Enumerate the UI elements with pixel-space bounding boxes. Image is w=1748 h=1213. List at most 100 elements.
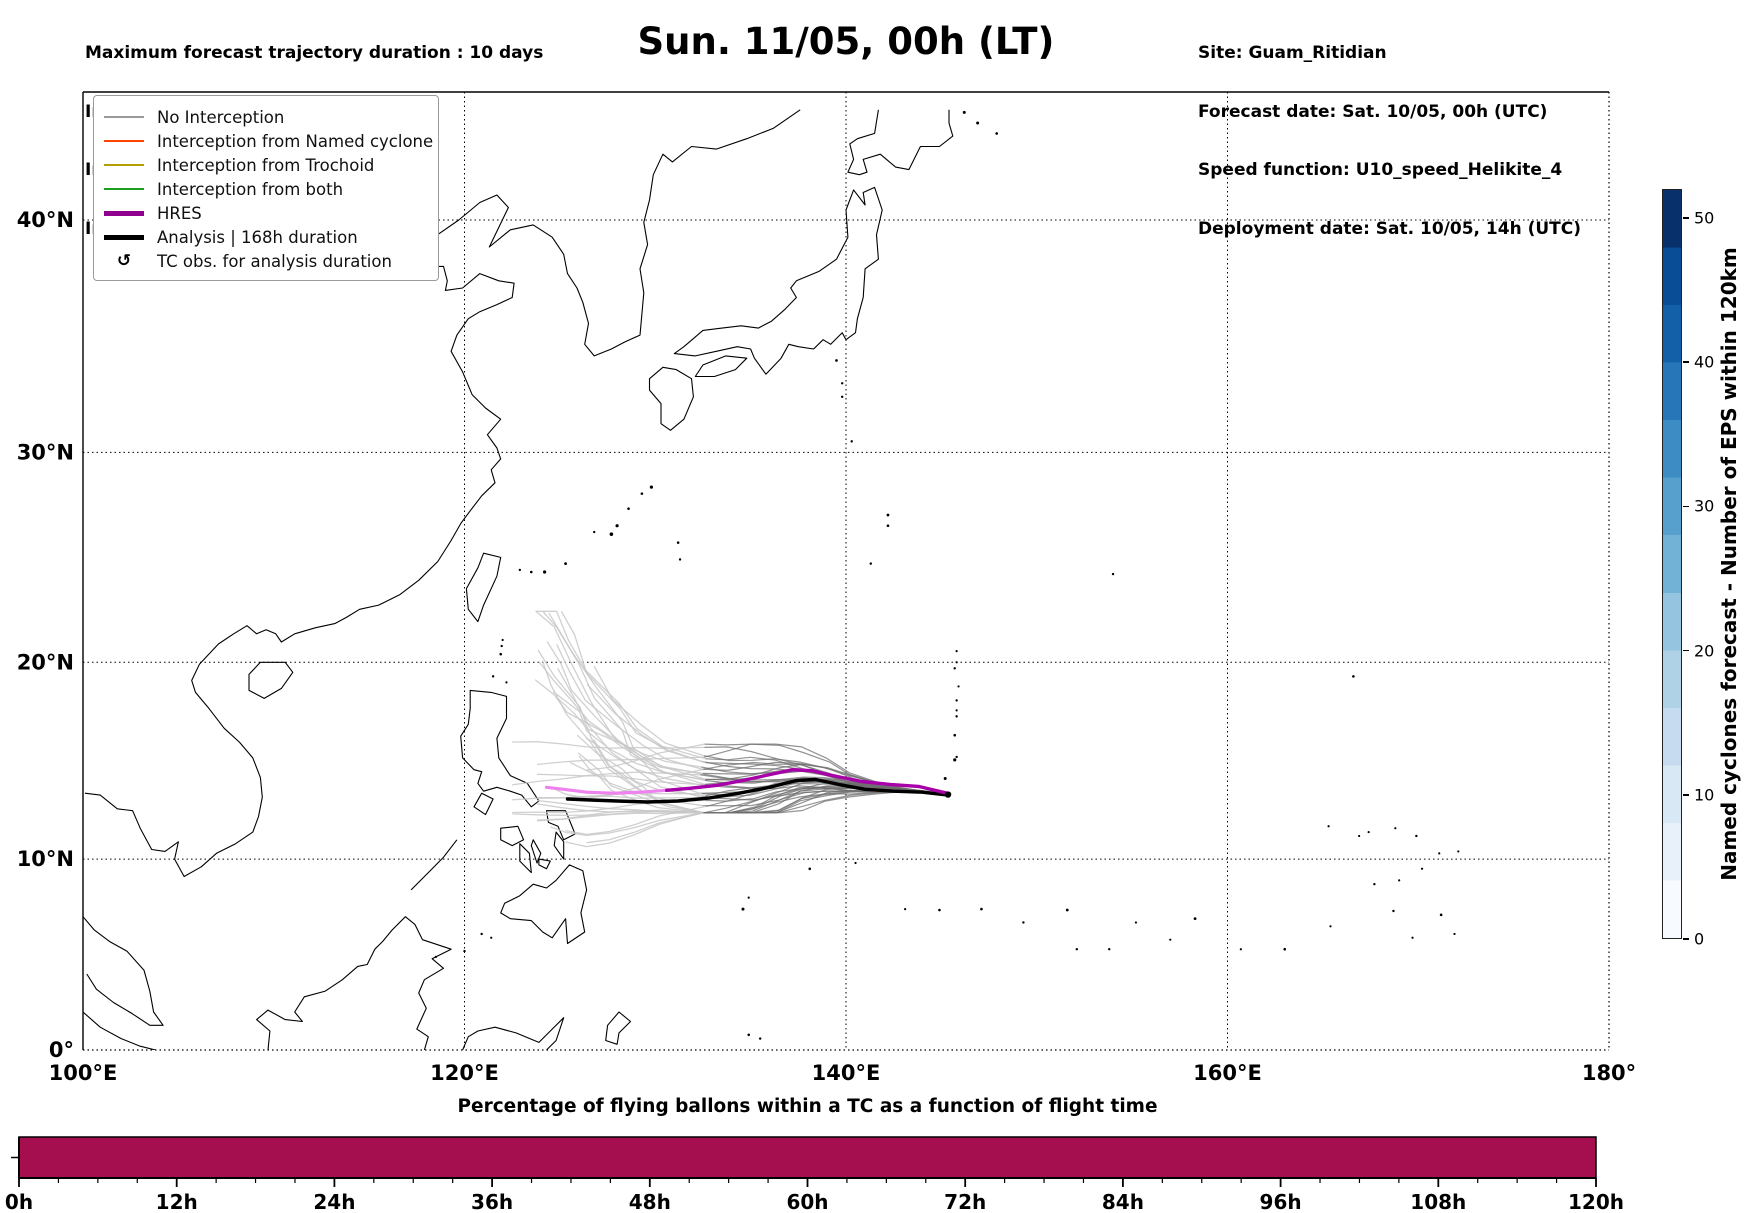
island-dot	[1134, 921, 1138, 924]
island-dot	[627, 507, 630, 510]
colorbar-tick	[1683, 938, 1689, 940]
island-dot	[953, 667, 956, 670]
coastline	[847, 109, 954, 176]
island-dot	[1439, 913, 1443, 917]
island-dot	[758, 1037, 762, 1040]
legend-label: No Interception	[157, 107, 285, 127]
colorbar-tick-label: 30	[1694, 496, 1715, 516]
island-dot	[976, 121, 980, 125]
y-axis-tick-label: 10°N	[17, 847, 74, 871]
coastline-island	[605, 1011, 632, 1045]
x-axis-tick-label: 100°E	[49, 1061, 118, 1085]
island-dot	[1283, 947, 1287, 951]
island-dot	[1367, 830, 1370, 834]
ensemble-track-west	[565, 812, 702, 848]
island-dot	[886, 524, 890, 527]
island-dot	[463, 949, 466, 953]
percentage-bar	[18, 1136, 1597, 1179]
trajectory-map: 100°E 120°E 140°E 160°E 180° 0° 10°N 20°N 30°N 40…	[17, 91, 1636, 1085]
bottom-tick-label: 24h	[313, 1190, 355, 1213]
island-dot	[955, 650, 958, 653]
coastline-island	[473, 792, 494, 816]
ensemble-track-west	[557, 697, 702, 768]
bottom-tick-label: 60h	[786, 1190, 828, 1213]
colorbar-tick	[1683, 217, 1689, 219]
colorbar-tick-label: 50	[1694, 208, 1715, 228]
legend-line	[104, 188, 144, 190]
colorbar-tick-label: 40	[1694, 352, 1715, 372]
island-dot	[938, 908, 941, 912]
legend-item-1: Interception from Named cyclone	[104, 129, 433, 153]
coastline	[410, 839, 458, 891]
bottom-tick-label: 12h	[156, 1190, 198, 1213]
legend-line-swatch	[104, 116, 144, 118]
x-axis-tick-label: 120°E	[430, 1061, 499, 1085]
island-dot	[850, 440, 853, 443]
island-dot	[886, 513, 890, 517]
coastline-island	[648, 366, 694, 431]
island-dot	[1373, 882, 1376, 886]
island-dot	[1358, 834, 1361, 838]
island-dot	[869, 562, 872, 565]
y-axis-tick-label: 0°	[49, 1038, 74, 1062]
island-dot	[840, 382, 844, 385]
ensemble-track-west	[569, 762, 703, 814]
coastline	[256, 916, 452, 1050]
island-dot	[609, 532, 614, 536]
island-dot	[1392, 909, 1395, 913]
figure-title: Sun. 11/05, 00h (LT)	[637, 20, 1055, 63]
ensemble-track-west	[512, 809, 703, 816]
bottom-tick-label: 72h	[944, 1190, 986, 1213]
ensemble-track-west	[586, 743, 705, 771]
coastline-island	[545, 810, 576, 841]
coastline-island	[519, 843, 532, 874]
ensemble-track-west	[536, 756, 705, 766]
island-dot	[1022, 921, 1025, 924]
island-dot	[640, 492, 644, 495]
y-axis-tick-label: 30°N	[17, 440, 74, 464]
ensemble-track-west	[550, 812, 705, 837]
ensemble-track-west	[536, 812, 703, 822]
island-dot	[499, 652, 503, 656]
island-dot	[676, 541, 680, 544]
legend-line	[104, 234, 144, 240]
bottom-tick-label: 0h	[5, 1190, 33, 1213]
legend-line-swatch	[104, 164, 144, 166]
ensemble-track-west	[536, 773, 702, 786]
island-dot	[500, 644, 503, 648]
colorbar	[1662, 189, 1682, 939]
island-dot	[678, 558, 682, 561]
island-dot	[564, 562, 567, 566]
island-dot	[480, 932, 483, 936]
coastline-island	[500, 825, 525, 847]
coastline	[84, 109, 801, 878]
island-dot	[1108, 948, 1111, 951]
island-dot	[1415, 834, 1418, 838]
island-dot	[995, 132, 998, 135]
info-right-line1: Site: Guam_Ritidian	[1198, 43, 1387, 63]
legend-item-6: ↺ TC obs. for analysis duration	[104, 249, 428, 273]
island-dot	[854, 861, 857, 865]
legend-label: Interception from Trochoid	[157, 155, 375, 175]
analysis-track	[565, 777, 950, 804]
coastline-island	[694, 355, 748, 378]
island-dot	[529, 570, 533, 574]
map-coastlines	[83, 109, 1460, 1050]
colorbar-tick	[1683, 505, 1689, 508]
coastline-island	[460, 689, 540, 808]
island-dot	[518, 568, 522, 572]
ensemble-track-west	[585, 736, 706, 787]
legend-line-swatch	[104, 210, 144, 216]
ensemble-track-east	[704, 743, 949, 795]
ensemble-track-west	[536, 795, 703, 799]
island-dot	[1457, 850, 1460, 853]
island-dot	[1327, 825, 1330, 828]
bottom-tick-label: 120h	[1568, 1190, 1624, 1213]
y-axis-tick-label: 20°N	[17, 650, 74, 674]
x-axis-tick-label: 180°	[1582, 1061, 1636, 1085]
island-dot	[593, 530, 596, 534]
bottom-tick-label: 36h	[471, 1190, 513, 1213]
legend-label: Interception from both	[157, 179, 344, 199]
bottom-tick-label: 84h	[1102, 1190, 1144, 1213]
island-dot	[1075, 948, 1079, 951]
